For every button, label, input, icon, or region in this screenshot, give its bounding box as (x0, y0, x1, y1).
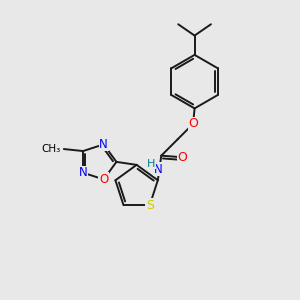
Text: S: S (146, 199, 154, 212)
Text: N: N (99, 138, 108, 151)
Text: H: H (147, 159, 155, 169)
Text: O: O (99, 173, 108, 186)
Text: N: N (79, 166, 88, 179)
Text: CH₃: CH₃ (41, 144, 60, 154)
Text: O: O (188, 117, 198, 130)
Text: N: N (154, 163, 162, 176)
Text: O: O (177, 151, 187, 164)
